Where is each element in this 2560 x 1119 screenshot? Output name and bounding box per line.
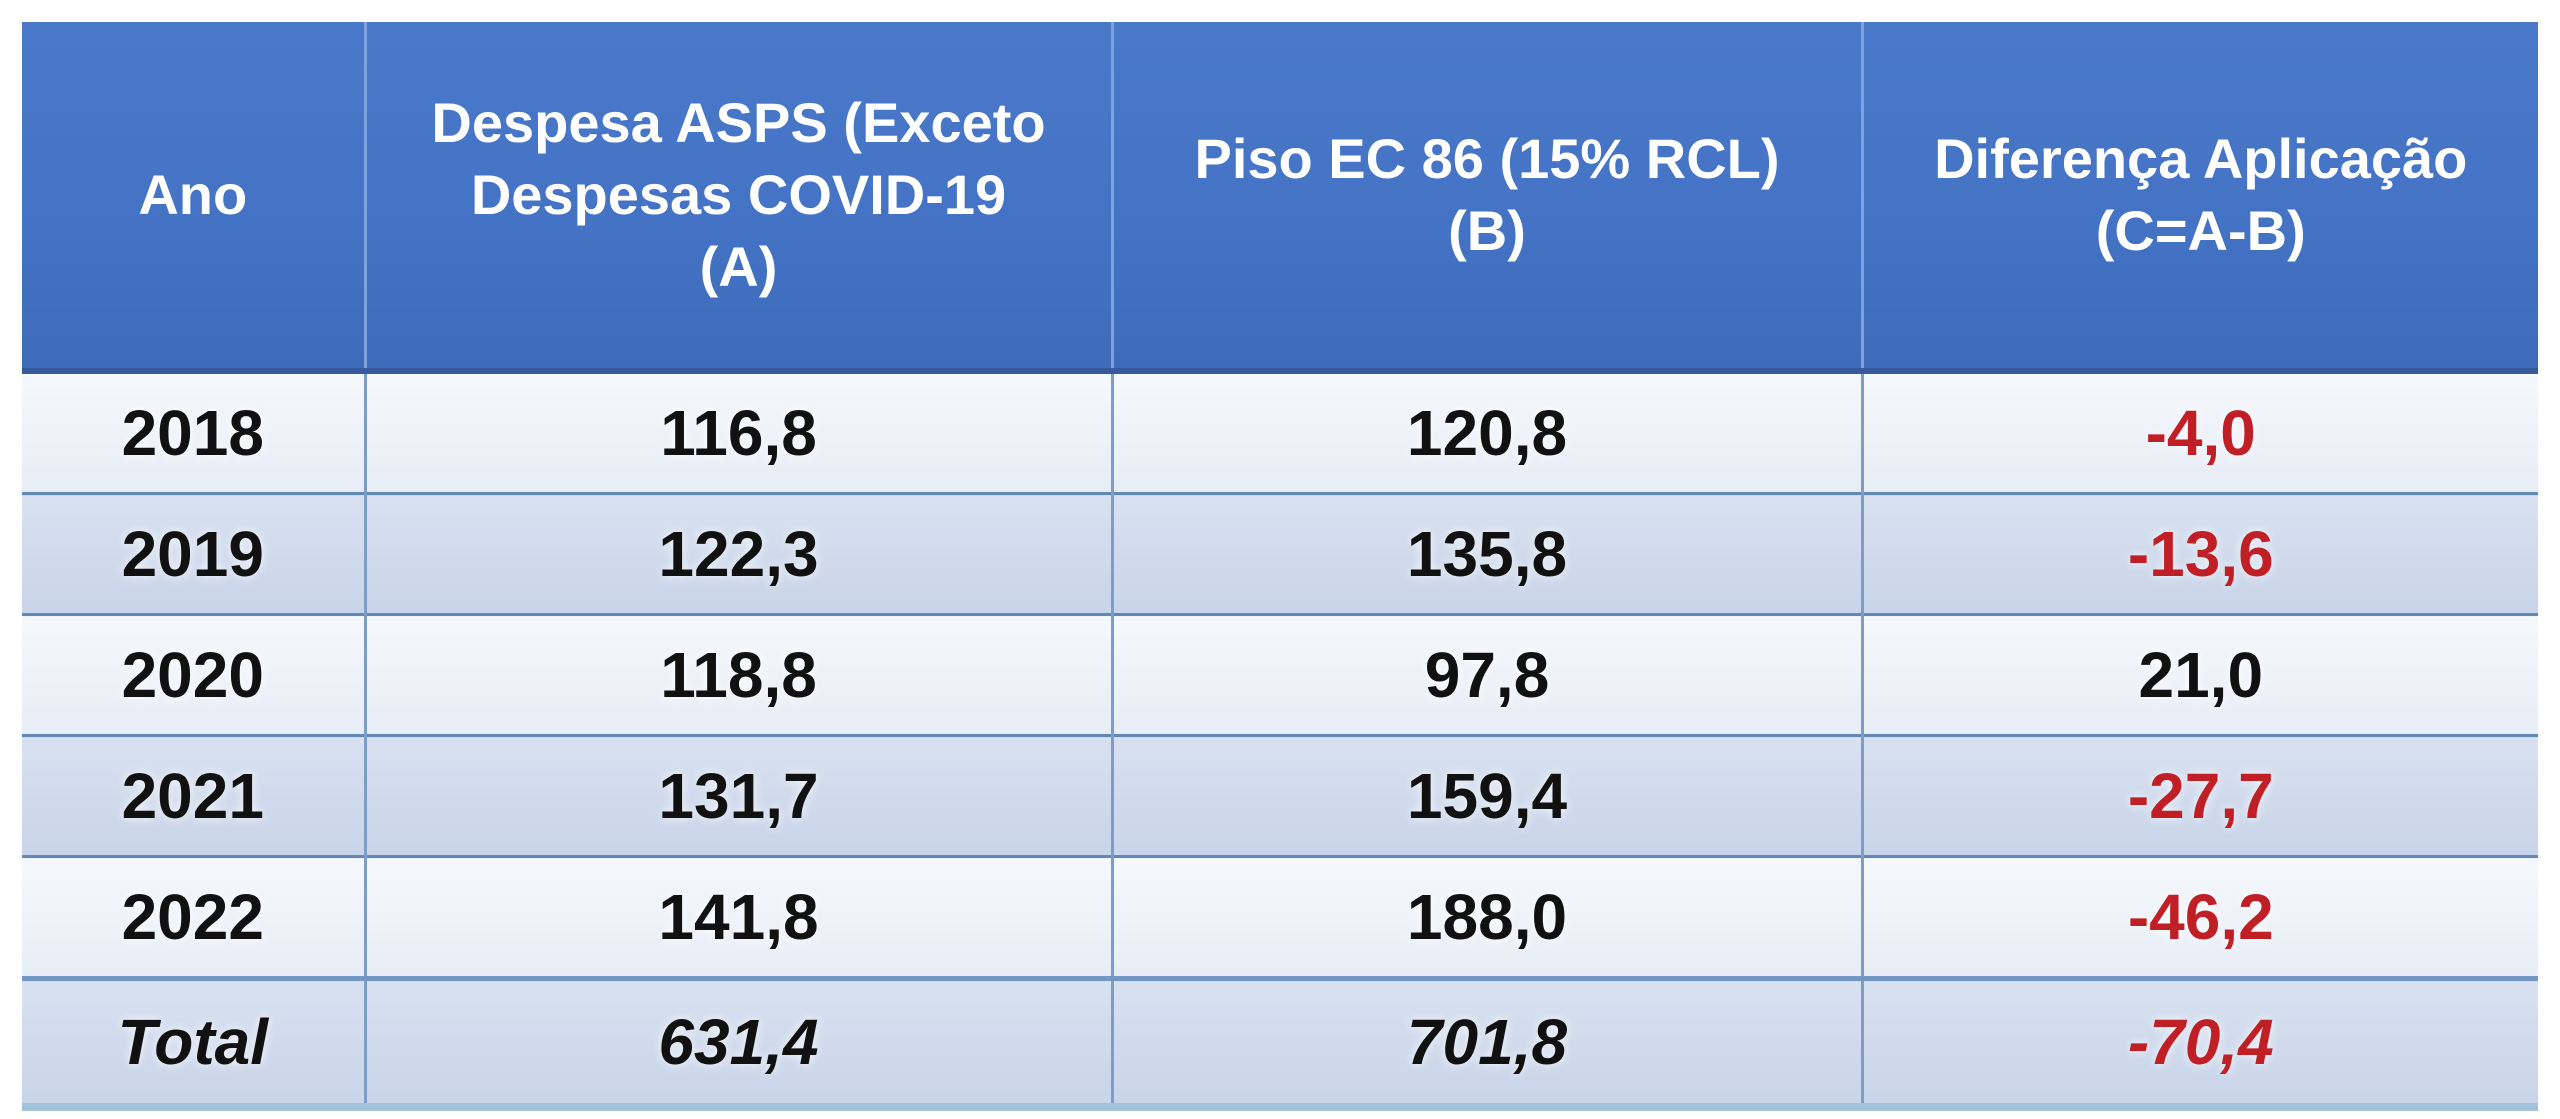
fiscal-table: Ano Despesa ASPS (Exceto Despesas COVID-… [22,22,2538,1111]
header-row: Ano Despesa ASPS (Exceto Despesas COVID-… [22,22,2538,374]
table-row-2020: 2020 118,8 97,8 21,0 [22,613,2538,736]
cell-diferenca: 21,0 [1860,613,2538,736]
cell-diferenca: -13,6 [1860,492,2538,615]
cell-ano: 2021 [22,734,365,857]
cell-ano: 2018 [22,371,365,494]
table-header: Ano Despesa ASPS (Exceto Despesas COVID-… [22,22,2538,374]
table-body: 2018 116,8 120,8 -4,0 2019 122,3 135,8 -… [22,371,2538,1111]
cell-ano: 2022 [22,855,365,979]
table-row-2021: 2021 131,7 159,4 -27,7 [22,734,2538,857]
column-header-diferenca: Diferença Aplicação (C=A-B) [1860,22,2538,374]
cell-despesa: 131,7 [363,734,1112,857]
table-row-2018: 2018 116,8 120,8 -4,0 [22,371,2538,494]
column-header-piso: Piso EC 86 (15% RCL) (B) [1110,22,1862,374]
cell-piso: 135,8 [1110,492,1862,615]
cell-total-label: Total [22,976,365,1111]
cell-piso: 188,0 [1110,855,1862,979]
cell-despesa: 141,8 [363,855,1112,979]
table-row-2019: 2019 122,3 135,8 -13,6 [22,492,2538,615]
cell-diferenca: -46,2 [1860,855,2538,979]
column-header-despesa: Despesa ASPS (Exceto Despesas COVID-19 (… [363,22,1112,374]
cell-piso: 97,8 [1110,613,1862,736]
table-row-2022: 2022 141,8 188,0 -46,2 [22,855,2538,979]
total-row: Total 631,4 701,8 -70,4 [22,976,2538,1111]
cell-despesa: 122,3 [363,492,1112,615]
cell-ano: 2020 [22,613,365,736]
cell-despesa: 116,8 [363,371,1112,494]
column-header-ano: Ano [22,22,365,374]
cell-despesa: 118,8 [363,613,1112,736]
cell-piso: 120,8 [1110,371,1862,494]
cell-total-piso: 701,8 [1110,976,1862,1111]
cell-ano: 2019 [22,492,365,615]
fiscal-table-container: Ano Despesa ASPS (Exceto Despesas COVID-… [22,22,2538,1111]
cell-diferenca: -4,0 [1860,371,2538,494]
cell-total-despesa: 631,4 [363,976,1112,1111]
cell-diferenca: -70,4 [1860,976,2538,1111]
cell-piso: 159,4 [1110,734,1862,857]
cell-diferenca: -27,7 [1860,734,2538,857]
